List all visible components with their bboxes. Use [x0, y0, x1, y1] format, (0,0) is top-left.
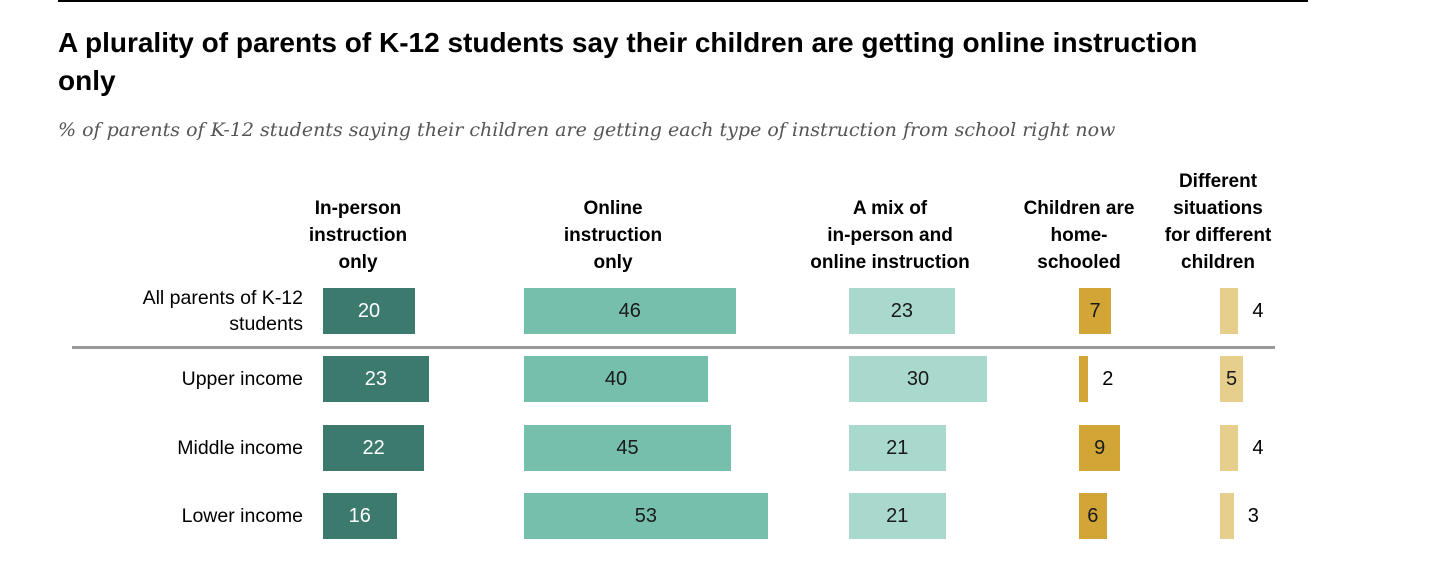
column-header-line: situations	[1173, 198, 1263, 219]
column-header: Different situations for different children	[1108, 168, 1328, 276]
bar	[849, 425, 946, 471]
bar-value-label: 21	[886, 437, 909, 459]
bar	[849, 288, 955, 334]
bar	[524, 356, 708, 402]
bar	[849, 356, 987, 402]
category-label-line: Middle income	[177, 437, 303, 459]
category-label: Upper income	[60, 366, 303, 392]
bar-value-label: 30	[906, 368, 930, 390]
bar	[323, 425, 425, 471]
bar-value-label: 7	[1089, 300, 1101, 322]
bar	[524, 493, 768, 539]
category-label-line: Upper income	[181, 368, 303, 390]
bar	[524, 288, 736, 334]
bar-value-label: 23	[890, 300, 914, 322]
top-rule	[58, 0, 1308, 2]
bar	[1220, 493, 1234, 539]
column-header-line: children	[1181, 252, 1255, 273]
category-label-line: students	[229, 313, 303, 335]
chart-title: A plurality of parents of K-12 students …	[58, 27, 1198, 96]
column-header: In-person instruction only	[248, 195, 468, 276]
column-header-line: online instruction	[810, 252, 970, 273]
category-label: All parents of K-12 students	[60, 285, 303, 337]
column-header-line: only	[338, 252, 378, 273]
column-header-line: in-person and	[827, 225, 953, 246]
bar-value-label: 23	[364, 368, 388, 390]
column-header: Children are home-schooled	[969, 195, 1189, 276]
chart-subtitle: % of parents of K-12 students saying the…	[58, 119, 1116, 141]
bar-value-label: 22	[362, 437, 385, 459]
column-header-line: Children are	[1023, 198, 1135, 219]
bar-value-label: 20	[357, 300, 381, 322]
bar	[323, 288, 415, 334]
bar-value-label: 16	[348, 505, 371, 527]
bar	[1079, 425, 1121, 471]
bar-value-label: 6	[1087, 505, 1099, 527]
bar-value-label: 21	[886, 505, 909, 527]
bar	[1220, 425, 1239, 471]
column-header-line: home-	[1050, 225, 1108, 246]
bar-value-label: 3	[1247, 505, 1259, 527]
column-header-line: In-person	[314, 198, 402, 219]
column-header-line: schooled	[1037, 252, 1121, 273]
bar	[849, 493, 946, 539]
bar-value-label: 45	[616, 437, 639, 459]
category-label-line: All parents of K-12	[142, 287, 303, 309]
bar	[1220, 288, 1239, 334]
bar	[1079, 356, 1089, 402]
bar-value-label: 9	[1094, 437, 1106, 459]
bar	[1220, 356, 1243, 402]
bar-value-label: 4	[1252, 300, 1264, 322]
bar-value-label: 4	[1252, 437, 1264, 459]
bar-value-label: 40	[604, 368, 628, 390]
category-label-line: Lower income	[181, 505, 303, 527]
bar-value-label: 46	[618, 300, 641, 322]
divider-line	[72, 346, 1275, 349]
column-header-line: Different	[1178, 171, 1258, 192]
column-header-line: Online	[583, 198, 643, 219]
bar-value-label: 2	[1102, 368, 1114, 390]
column-header-line: instruction	[563, 225, 663, 246]
column-header-line: A mix of	[852, 198, 928, 219]
bar-value-label: 53	[634, 505, 658, 527]
category-label: Middle income	[60, 435, 303, 461]
category-label: Lower income	[60, 503, 303, 529]
column-header-line: only	[593, 252, 633, 273]
bar-value-label: 5	[1225, 368, 1238, 390]
column-header: Online instruction only	[503, 195, 723, 276]
bar	[1079, 288, 1112, 334]
column-header-line: for different	[1164, 225, 1272, 246]
bar	[323, 356, 429, 402]
bar	[524, 425, 731, 471]
bar	[1079, 493, 1107, 539]
bar	[323, 493, 397, 539]
column-header-line: instruction	[308, 225, 408, 246]
column-header: A mix of in-person and online instruction	[780, 195, 1000, 276]
